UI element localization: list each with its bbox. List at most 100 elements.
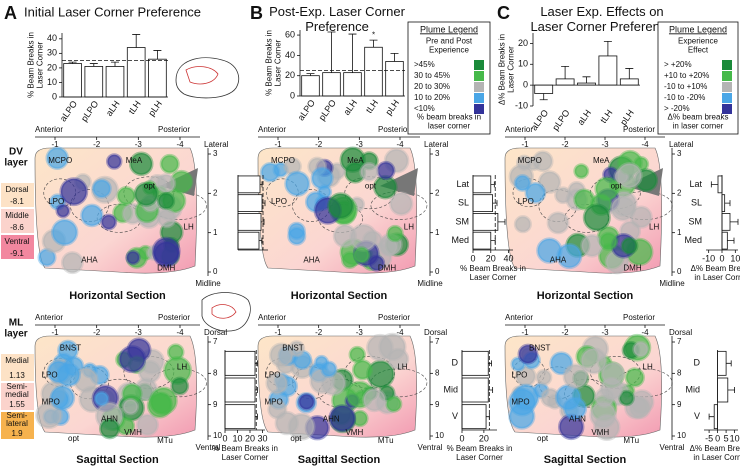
bar — [301, 75, 320, 97]
region-label: MCPO — [518, 156, 542, 165]
legend-swatch — [474, 71, 484, 81]
y-tick-label: 0 — [290, 90, 295, 100]
x-tick-label: 5 — [724, 433, 729, 443]
y-tick-label: 20 — [285, 70, 295, 80]
tick-label: -4 — [396, 328, 404, 337]
tick-label: -4 — [176, 328, 184, 337]
axis-end-label: Midline — [417, 279, 443, 288]
region-label: LH — [177, 362, 187, 371]
legend-label: -10 to +10% — [664, 82, 707, 91]
tick-label: 8 — [213, 368, 218, 377]
y-tick-label: D — [694, 358, 701, 368]
plume — [99, 418, 121, 440]
region-label: LH — [184, 222, 194, 231]
plume — [259, 161, 281, 183]
x-tick-label: 0 — [222, 433, 227, 443]
y-tick-label: V — [694, 411, 700, 421]
x-tick-label: pLPO — [550, 108, 571, 133]
error-bar — [603, 40, 612, 56]
error-bar — [486, 413, 490, 420]
panel-label: A — [4, 3, 17, 23]
region-label: LPO — [42, 371, 58, 380]
tick-label: 10 — [677, 431, 686, 440]
bar — [619, 78, 639, 86]
bar — [343, 72, 362, 97]
section-title: Horizontal Section — [537, 290, 634, 302]
x-tick-label: 30 — [257, 433, 267, 443]
y-tick-label: SM — [456, 216, 470, 226]
tick-label: 8 — [677, 368, 682, 377]
tick-label: 10 — [435, 431, 444, 440]
region-label: LPO — [518, 197, 534, 206]
y-axis-label: % Beam Breaks inLaser Corner — [265, 30, 283, 96]
error-bar — [89, 63, 98, 67]
plume — [268, 342, 294, 368]
tick-label: 9 — [435, 400, 440, 409]
x-tick-label: aLPO — [529, 108, 550, 133]
legend-swatch — [722, 93, 732, 103]
region-label: LPO — [48, 197, 64, 206]
error-bar — [708, 413, 715, 420]
bar — [126, 47, 146, 98]
layer-swatch — [1, 354, 34, 381]
plume — [549, 351, 574, 376]
tick-label: -3 — [135, 140, 143, 149]
tick-label: -3 — [601, 328, 609, 337]
legend-label: 10 to 20% — [414, 93, 450, 102]
legend-label: 30 to 45% — [414, 71, 450, 80]
error-bar — [490, 237, 496, 244]
y-tick-label: V — [452, 411, 458, 421]
tick-label: 10 — [213, 431, 222, 440]
plume — [80, 203, 104, 228]
x-tick-label: tLH — [598, 108, 614, 125]
x-tick-label: 10 — [730, 253, 740, 263]
tick-label: -1 — [274, 328, 282, 337]
error-bar — [727, 387, 735, 393]
tick-label: 3 — [213, 149, 218, 158]
bar — [322, 72, 341, 97]
x-tick-label: -10 — [702, 253, 715, 263]
plume — [274, 410, 300, 436]
error-bar — [348, 33, 357, 73]
region-label: opt — [68, 434, 80, 443]
layer-value: -9.1 — [10, 249, 24, 258]
region-label: AHA — [303, 256, 320, 265]
region-label: BNST — [60, 344, 81, 353]
tick-label: 0 — [435, 267, 440, 276]
region-label: LH — [404, 222, 414, 231]
plume — [56, 362, 81, 388]
brain-inset — [175, 57, 251, 332]
plume — [91, 178, 112, 199]
plume — [151, 236, 181, 266]
y-tick-label: 10 — [518, 59, 528, 69]
x-tick-label: 20 — [245, 433, 255, 443]
y-tick-label: SL — [691, 198, 702, 208]
bar — [472, 213, 499, 231]
tick-label: -2 — [561, 140, 569, 149]
plume — [535, 368, 553, 386]
tick-label: -1 — [51, 328, 59, 337]
legend-footer: % beam breaks in laser corner — [417, 113, 481, 131]
legend-label: > +20% — [664, 60, 692, 69]
region-label: VMH — [124, 428, 142, 437]
bar — [63, 63, 82, 98]
plume — [546, 211, 570, 235]
region-label: opt — [537, 434, 549, 443]
legend-swatch — [474, 82, 484, 92]
error-bar — [727, 237, 735, 244]
x-axis-label: % Beam Breaks in Laser Corner — [212, 444, 278, 462]
x-tick-label: tLH — [127, 99, 143, 116]
legend-title: Plume Legend — [669, 24, 727, 34]
axis-end-label: Posterior — [623, 125, 655, 134]
bar — [717, 350, 727, 376]
region-label: BNST — [529, 344, 550, 353]
legend-swatch — [722, 60, 732, 70]
tick-label: 9 — [213, 400, 218, 409]
plume — [632, 340, 650, 358]
x-tick-label: 0 — [459, 433, 464, 443]
axis-end-label: Ventral — [660, 443, 685, 452]
bar — [105, 66, 125, 98]
bar — [385, 61, 404, 97]
bar — [461, 350, 489, 376]
